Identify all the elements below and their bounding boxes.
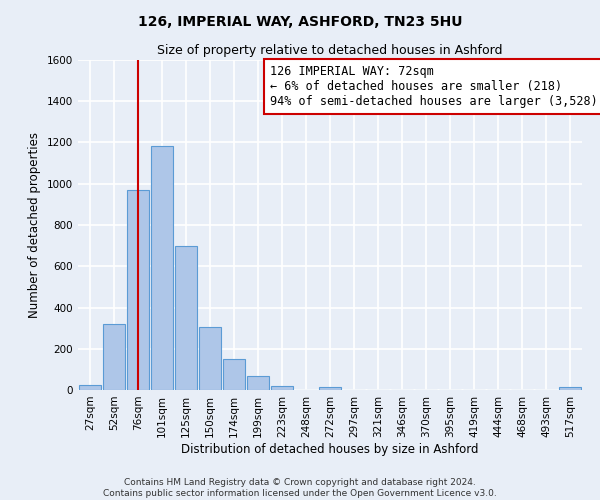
Bar (151, 146, 173, 390)
Text: 126 IMPERIAL WAY: 72sqm
← 6% of detached houses are smaller (218)
94% of semi-de: 126 IMPERIAL WAY: 72sqm ← 6% of detached… (269, 65, 600, 108)
Bar (199, 327, 221, 390)
X-axis label: Distribution of detached houses by size in Ashford: Distribution of detached houses by size … (181, 442, 479, 456)
Bar (559, 387, 581, 390)
Bar (271, 386, 293, 390)
Text: 126, IMPERIAL WAY, ASHFORD, TN23 5HU: 126, IMPERIAL WAY, ASHFORD, TN23 5HU (138, 15, 462, 29)
Bar (103, 324, 125, 390)
Title: Size of property relative to detached houses in Ashford: Size of property relative to detached ho… (157, 44, 503, 58)
Y-axis label: Number of detached properties: Number of detached properties (28, 132, 41, 318)
Bar (127, 190, 149, 390)
Bar (79, 385, 101, 390)
Text: Contains HM Land Registry data © Crown copyright and database right 2024.
Contai: Contains HM Land Registry data © Crown c… (103, 478, 497, 498)
Bar (175, 246, 197, 390)
Bar (319, 387, 341, 390)
Bar (247, 376, 269, 390)
Bar (223, 359, 245, 390)
